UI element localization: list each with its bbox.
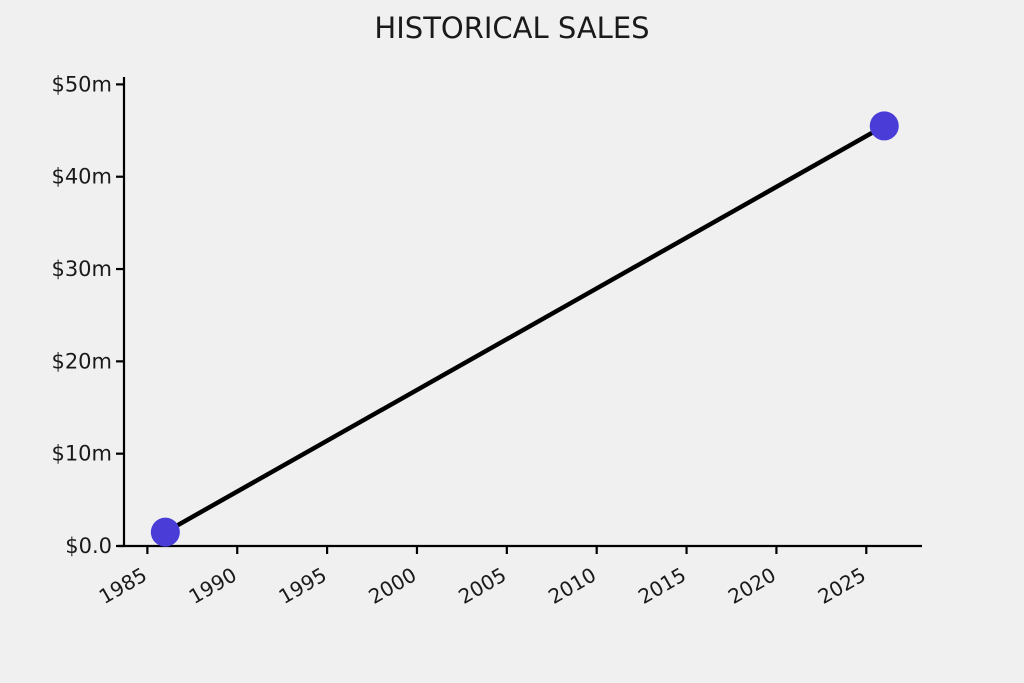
y-tick-label: $30m	[51, 257, 112, 281]
data-point-marker	[869, 111, 899, 141]
data-line	[164, 123, 886, 535]
chart-title: HISTORICAL SALES	[374, 11, 649, 45]
y-tick-label: $0.0	[65, 534, 112, 558]
y-tick-label: $40m	[51, 165, 112, 189]
y-tick-label: $50m	[51, 72, 112, 96]
y-axis: $0.0 $10m $20m $30m $40m $50m	[51, 72, 124, 558]
y-tick-label: $20m	[51, 349, 112, 373]
y-tick-label: $10m	[51, 442, 112, 466]
axes-spines	[118, 77, 922, 548]
series-layer	[150, 111, 899, 547]
data-point-marker	[150, 517, 180, 547]
